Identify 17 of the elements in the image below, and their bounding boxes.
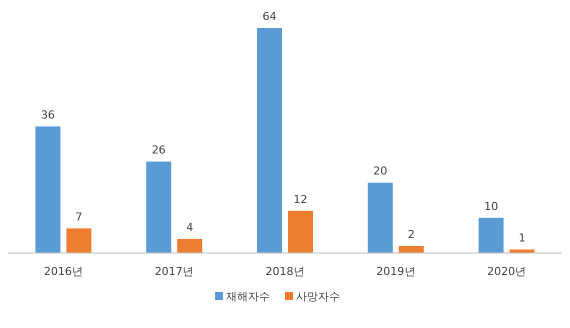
- x-tick-label: 2018년: [266, 265, 304, 278]
- x-tick-label: 2019년: [376, 265, 416, 278]
- x-tick-label: 2016년: [44, 265, 83, 278]
- data-label: 10: [484, 200, 498, 213]
- data-label: 7: [75, 210, 82, 224]
- data-label: 26: [152, 144, 166, 157]
- data-label: 4: [186, 220, 194, 234]
- data-label: 64: [262, 10, 276, 23]
- data-label: 1: [518, 231, 526, 244]
- data-label: 2: [408, 228, 415, 241]
- data-label: 36: [40, 108, 55, 122]
- legend-label: 재해자수: [226, 290, 270, 303]
- data-label: 12: [294, 192, 308, 206]
- x-tick-label: 2020년: [487, 265, 526, 278]
- data-label: 20: [373, 164, 388, 178]
- legend-label: 사망자수: [296, 290, 340, 303]
- x-tick-label: 2017년: [154, 265, 194, 278]
